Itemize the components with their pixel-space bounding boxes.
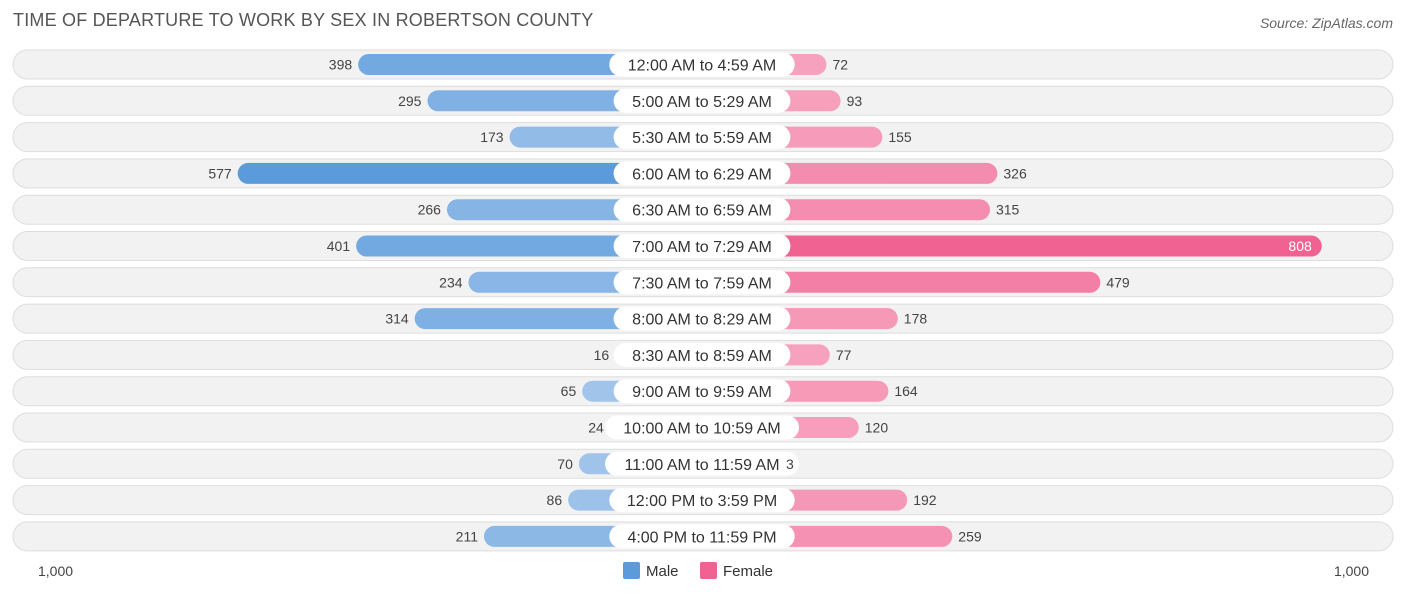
legend-female-label: Female (723, 563, 773, 580)
bar-row: 12:00 AM to 4:59 AM 398 72 (12, 49, 1394, 80)
chart-source: Source: ZipAtlas.com (1259, 15, 1393, 31)
category-label-bg (613, 379, 791, 404)
bar-row: 6:00 AM to 6:29 AM 577 326 (12, 158, 1394, 189)
male-value-label: 65 (561, 383, 577, 399)
category-label-bg (605, 415, 799, 440)
female-value-label: 192 (913, 492, 937, 508)
category-label: 9:00 AM to 9:59 AM (632, 384, 772, 401)
category-label: 8:00 AM to 8:29 AM (632, 312, 772, 329)
category-label: 5:30 AM to 5:59 AM (632, 130, 772, 147)
female-value-label: 315 (996, 202, 1020, 218)
male-value-label: 577 (208, 165, 232, 181)
male-value-label: 295 (398, 93, 422, 109)
bar-row: 10:00 AM to 10:59 AM 24 120 (12, 412, 1394, 443)
bar-row: 12:00 PM to 3:59 PM 86 192 (12, 485, 1394, 516)
bar-row: 6:30 AM to 6:59 AM 266 315 (12, 194, 1394, 225)
legend-male-swatch (623, 562, 640, 579)
category-label-bg (613, 234, 791, 258)
female-value-label: 77 (836, 347, 852, 363)
female-value-label: 259 (958, 528, 982, 544)
category-label: 6:30 AM to 6:59 AM (632, 203, 772, 220)
category-label: 4:00 PM to 11:59 PM (627, 529, 776, 546)
category-label: 8:30 AM to 8:59 AM (632, 348, 772, 365)
chart-title: TIME OF DEPARTURE TO WORK BY SEX IN ROBE… (13, 10, 594, 30)
female-value-label: 164 (894, 383, 918, 399)
category-label: 12:00 AM to 4:59 AM (628, 58, 777, 75)
male-value-label: 401 (327, 238, 351, 254)
category-label: 7:30 AM to 7:59 AM (632, 275, 772, 292)
female-value-label: 808 (1288, 238, 1312, 254)
category-label-bg (613, 197, 791, 222)
legend: Male Female (623, 562, 773, 580)
category-label-bg (613, 306, 791, 331)
male-value-label: 314 (385, 311, 409, 327)
female-value-label: 326 (1003, 165, 1027, 181)
bar-row: 9:00 AM to 9:59 AM 65 164 (12, 376, 1394, 407)
bar-row: 8:30 AM to 8:59 AM 16 77 (12, 339, 1394, 370)
female-bar (702, 235, 1322, 257)
legend-male-label: Male (646, 563, 679, 580)
category-label-bg (613, 270, 791, 295)
axis-min-label: 1,000 (38, 563, 73, 579)
category-label: 12:00 PM to 3:59 PM (627, 493, 777, 510)
category-label-bg (613, 125, 791, 150)
bar-row: 4:00 PM to 11:59 PM 211 259 (12, 521, 1394, 552)
female-value-label: 72 (832, 57, 848, 73)
female-value-label: 3 (786, 456, 794, 472)
male-value-label: 24 (588, 420, 604, 436)
category-label: 10:00 AM to 10:59 AM (623, 421, 780, 438)
female-value-label: 479 (1106, 274, 1130, 290)
category-label: 6:00 AM to 6:29 AM (632, 166, 772, 183)
male-value-label: 266 (418, 202, 442, 218)
male-value-label: 86 (547, 492, 563, 508)
bar-row: 8:00 AM to 8:29 AM 314 178 (12, 303, 1394, 334)
category-label-bg (605, 451, 799, 476)
bar-row: 11:00 AM to 11:59 AM 70 3 (12, 448, 1394, 479)
male-value-label: 234 (439, 274, 463, 290)
male-value-label: 16 (594, 347, 610, 363)
category-label: 5:00 AM to 5:29 AM (632, 94, 772, 111)
axis-max-label: 1,000 (1334, 563, 1369, 579)
bar-row: 5:30 AM to 5:59 AM 173 155 (12, 122, 1394, 153)
female-value-label: 120 (865, 420, 889, 436)
bar-row: 5:00 AM to 5:29 AM 295 93 (12, 85, 1394, 116)
category-label-bg (609, 52, 795, 77)
category-label-bg (613, 342, 791, 367)
male-bar (237, 162, 702, 184)
female-value-label: 155 (888, 129, 912, 145)
bar-row: 7:00 AM to 7:29 AM 401 808 (12, 231, 1394, 261)
female-value-label: 93 (847, 93, 863, 109)
category-label-bg (609, 488, 795, 513)
legend-female-swatch (700, 562, 717, 579)
category-label-bg (609, 524, 795, 549)
category-label-bg (613, 161, 791, 186)
male-value-label: 398 (329, 57, 353, 73)
female-bar (702, 271, 1101, 293)
category-label: 7:00 AM to 7:29 AM (632, 239, 772, 256)
bar-row: 7:30 AM to 7:59 AM 234 479 (12, 267, 1394, 298)
category-label-bg (613, 88, 791, 113)
male-value-label: 173 (480, 129, 504, 145)
category-label: 11:00 AM to 11:59 AM (624, 457, 779, 474)
male-value-label: 70 (557, 456, 573, 472)
male-value-label: 211 (456, 528, 479, 544)
female-value-label: 178 (904, 311, 928, 327)
